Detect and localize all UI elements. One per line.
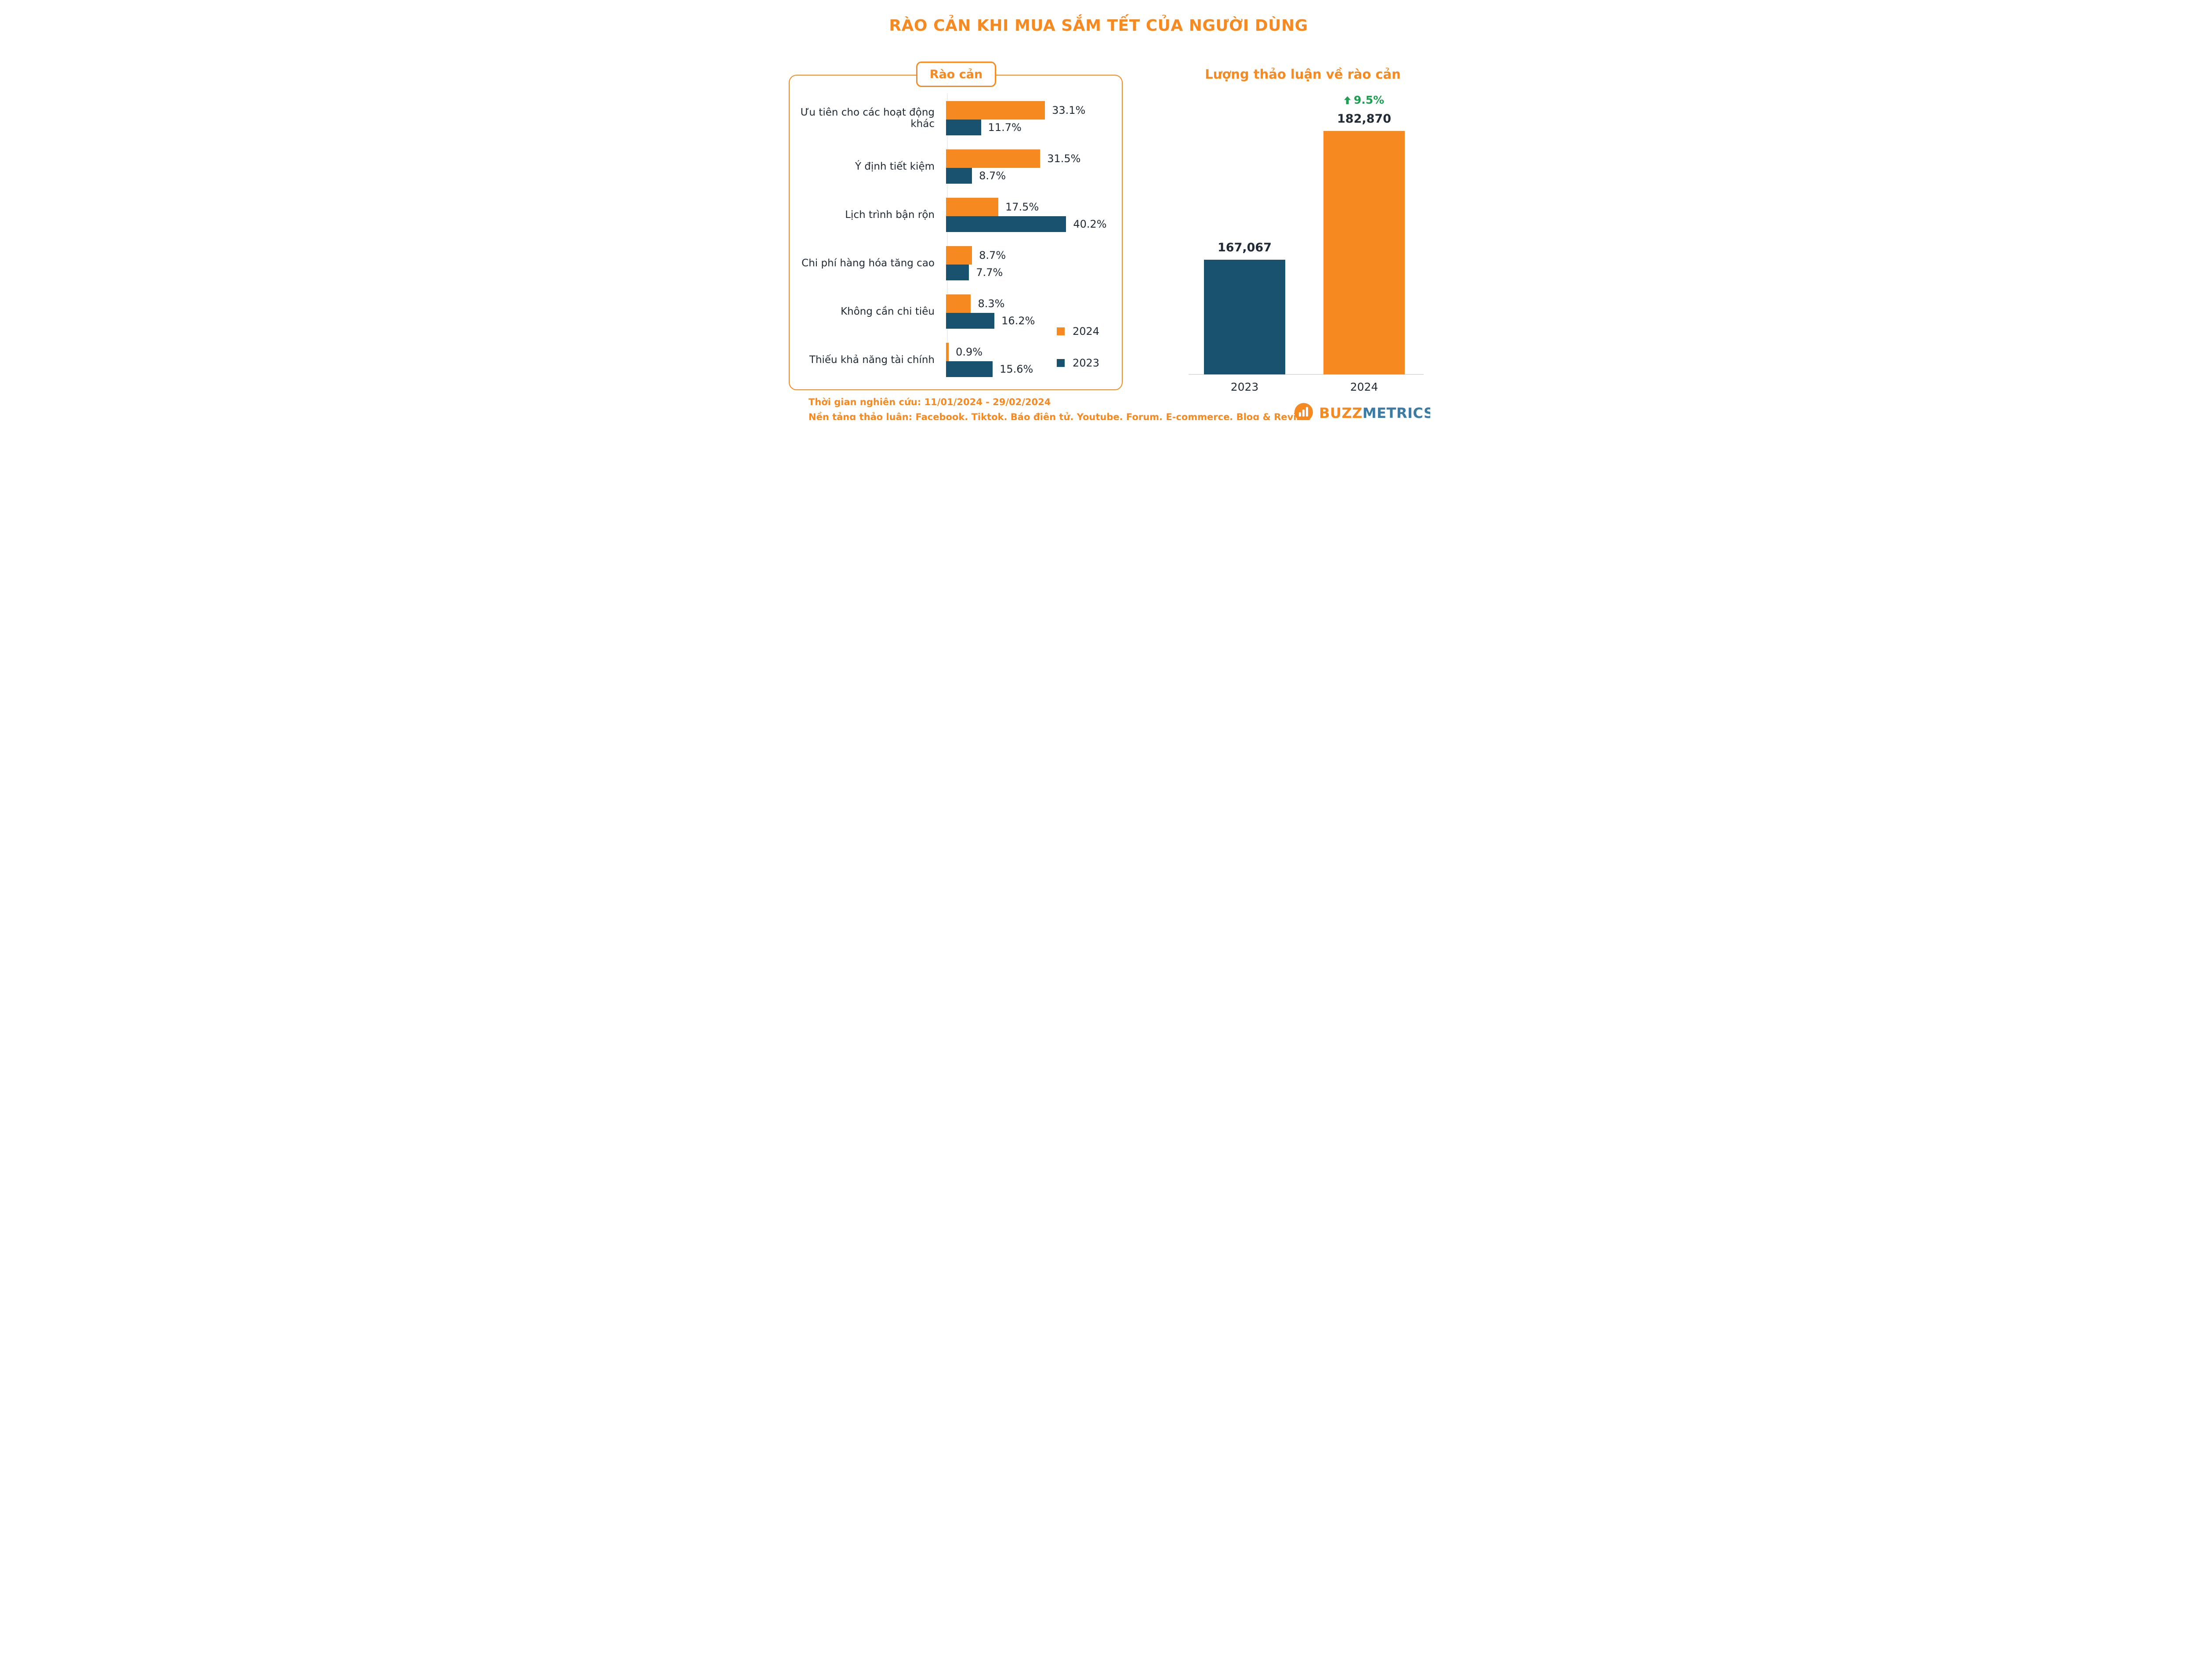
category-label: Ý định tiết kiệm xyxy=(855,160,935,172)
value-label: 17.5% xyxy=(1005,201,1039,213)
category-label: Lịch trình bận rộn xyxy=(845,209,935,221)
bar-2023 xyxy=(946,120,981,135)
study-period-text: Thời gian nghiên cứu: 11/01/2024 - 29/02… xyxy=(808,397,1051,407)
category-label: Chi phí hàng hóa tăng cao xyxy=(801,257,935,269)
bar-group: 8.7% 7.7% xyxy=(946,246,1122,280)
value-label: 167,067 xyxy=(1218,241,1272,255)
legend-swatch xyxy=(1057,359,1065,367)
value-label: 11.7% xyxy=(988,121,1022,134)
growth-value: 9.5% xyxy=(1353,94,1385,107)
value-label: 7.7% xyxy=(976,266,1003,279)
bar-row: Ý định tiết kiệm 31.5% 8.7% xyxy=(790,142,1122,191)
bar-group: 17.5% 40.2% xyxy=(946,198,1122,232)
bar-line: 15.6% xyxy=(946,361,1122,377)
hbar-rows: Ưu tiên cho các hoạt động khác 33.1% 11.7%… xyxy=(790,94,1122,384)
bar-2024 xyxy=(946,343,949,361)
vbar-plot: 167,067 2023 182,870 2024 9.5% xyxy=(1191,94,1421,393)
legend-item: 2023 xyxy=(1057,357,1099,369)
bar-group: 31.5% 8.7% xyxy=(946,149,1122,184)
left-chart-badge-label: Rào cản xyxy=(929,67,983,81)
bar-line: 17.5% xyxy=(946,198,1122,216)
bar-2023 xyxy=(946,361,993,377)
value-label: 0.9% xyxy=(956,346,983,358)
logo-text: BUZZMETRICS xyxy=(1319,405,1430,420)
logo-text-metrics: METRICS xyxy=(1362,405,1430,420)
bar-row: Chi phí hàng hóa tăng cao 8.7% 7.7% xyxy=(790,239,1122,287)
bar-2024 xyxy=(946,246,972,265)
bar-line: 11.7% xyxy=(946,120,1122,135)
legend-label: 2023 xyxy=(1073,357,1100,369)
bar-line: 8.7% xyxy=(946,168,1122,184)
bar-2024 xyxy=(946,198,998,216)
left-chart-panel: Ưu tiên cho các hoạt động khác 33.1% 11.7%… xyxy=(789,75,1123,390)
category-label: Ưu tiên cho các hoạt động khác xyxy=(800,106,935,130)
value-label: 31.5% xyxy=(1047,152,1081,165)
bar-line: 8.7% xyxy=(946,246,1122,265)
infographic-canvas: RÀO CẢN KHI MUA SẮM TẾT CỦA NGƯỜI DÙNG R… xyxy=(767,0,1430,420)
legend-item: 2024 xyxy=(1057,325,1099,337)
bar-2023 xyxy=(946,216,1066,232)
bar-group: 33.1% 11.7% xyxy=(946,101,1122,135)
bar-line: 0.9% xyxy=(946,343,1122,361)
value-label: 15.6% xyxy=(1000,363,1033,375)
bar-2024 xyxy=(946,149,1040,168)
axis-tick-label: 2024 xyxy=(1350,381,1378,393)
bar-line: 16.2% xyxy=(946,313,1122,329)
footer: Thời gian nghiên cứu: 11/01/2024 - 29/02… xyxy=(808,397,1311,420)
value-label: 8.7% xyxy=(979,249,1006,261)
left-chart-badge: Rào cản xyxy=(916,62,996,87)
value-label: 16.2% xyxy=(1001,315,1035,327)
right-chart-baseline xyxy=(1189,374,1424,375)
bar-2023 xyxy=(946,265,969,280)
bar-row: Lịch trình bận rộn 17.5% 40.2% xyxy=(790,191,1122,239)
bar-line: 31.5% xyxy=(946,149,1122,168)
legend-swatch xyxy=(1057,327,1065,335)
bar-row: Không cần chi tiêu 8.3% 16.2% xyxy=(790,287,1122,336)
category-label: Thiếu khả năng tài chính xyxy=(809,354,935,366)
right-chart-title: Lượng thảo luận về rào cản xyxy=(1205,67,1401,82)
bar-2023 xyxy=(946,168,972,184)
growth-annotation: 9.5% xyxy=(1323,94,1405,106)
legend-label: 2024 xyxy=(1073,325,1100,337)
speech-bubble-bar-chart-icon xyxy=(1294,403,1313,420)
value-label: 182,870 xyxy=(1337,112,1391,126)
bar-2024 xyxy=(946,294,971,313)
bar-line: 8.3% xyxy=(946,294,1122,313)
page-title: RÀO CẢN KHI MUA SẮM TẾT CỦA NGƯỜI DÙNG xyxy=(889,17,1308,35)
value-label: 40.2% xyxy=(1073,218,1107,230)
bar-2023 xyxy=(946,313,995,329)
value-label: 33.1% xyxy=(1052,104,1086,116)
bar-group: 8.3% 16.2% xyxy=(946,294,1122,329)
bar-group: 0.9% 15.6% xyxy=(946,343,1122,377)
bar-row: Thiếu khả năng tài chính 0.9% 15.6% xyxy=(790,336,1122,384)
value-label: 8.7% xyxy=(979,170,1006,182)
bar-2024 xyxy=(946,101,1045,120)
bar-2024 xyxy=(1323,131,1405,374)
buzzmetrics-logo: BUZZMETRICS xyxy=(1292,402,1430,420)
bar-line: 33.1% xyxy=(946,101,1122,120)
discussion-platforms-text: Nền tảng thảo luận: Facebook, Tiktok, Bá… xyxy=(808,412,1312,420)
bar-row: Ưu tiên cho các hoạt động khác 33.1% 11.7% xyxy=(790,94,1122,142)
left-chart-axis-line xyxy=(947,93,948,377)
logo-text-buzz: BUZZ xyxy=(1319,405,1363,420)
bar-line: 7.7% xyxy=(946,265,1122,280)
value-label: 8.3% xyxy=(978,298,1005,310)
category-label: Không cần chi tiêu xyxy=(841,305,935,317)
bar-line: 40.2% xyxy=(946,216,1122,232)
legend: 2024 2023 xyxy=(1057,325,1099,388)
up-arrow-icon xyxy=(1344,96,1351,104)
axis-tick-label: 2023 xyxy=(1230,381,1259,393)
bar-2023 xyxy=(1204,260,1285,374)
